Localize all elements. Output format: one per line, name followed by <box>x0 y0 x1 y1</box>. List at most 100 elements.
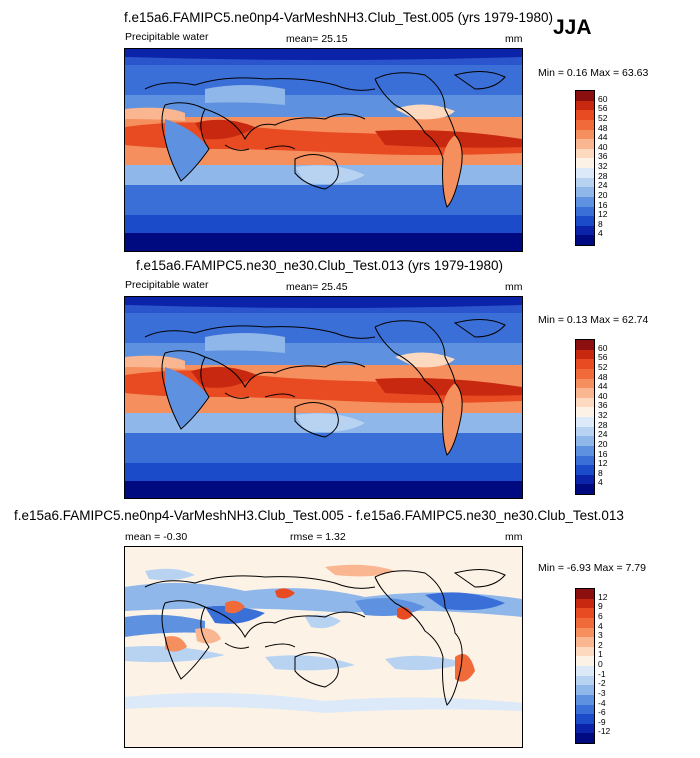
panel-1-colorbar-labels: 60 56 52 48 44 40 36 32 28 24 20 16 12 8 4 <box>598 90 628 244</box>
panel-3-rmse-label: rmse = 1.32 <box>290 531 346 543</box>
panel-3-title: f.e15a6.FAMIPC5.ne0np4-VarMeshNH3.Club_T… <box>14 508 624 523</box>
colorbar-swatch <box>576 225 594 236</box>
colorbar-tick-label: 2 <box>598 639 603 650</box>
colorbar-tick-label: 32 <box>598 410 608 420</box>
panel-3-colorbar-labels: 12 9 6 4 3 2 1 0 -1 -2 -3 -4 -6 -9 -12 <box>598 588 628 742</box>
colorbar-swatch <box>576 484 594 494</box>
colorbar-tick-label: -2 <box>598 678 606 689</box>
colorbar-tick-label: 44 <box>598 132 608 143</box>
colorbar-swatch <box>576 177 594 188</box>
colorbar-swatch <box>576 216 594 226</box>
colorbar-tick-label: 56 <box>598 103 608 114</box>
colorbar-swatch <box>576 637 594 647</box>
colorbar-tick-label: 28 <box>598 170 608 181</box>
colorbar-swatch <box>576 608 594 618</box>
colorbar-tick-label: 4 <box>598 620 603 631</box>
colorbar-swatch <box>576 349 594 360</box>
colorbar-swatch <box>576 378 594 389</box>
colorbar-swatch <box>576 187 594 197</box>
panel-3-map <box>124 546 523 748</box>
colorbar-swatch <box>576 397 594 408</box>
colorbar-swatch <box>576 426 594 437</box>
panel-1-mean-label: mean= 25.15 <box>286 33 348 45</box>
colorbar-tick-label: 0 <box>598 659 603 669</box>
colorbar-swatch <box>576 91 594 101</box>
colorbar-tick-label: 44 <box>598 381 608 392</box>
colorbar-swatch <box>576 196 594 207</box>
panel-3-minmax-label: Min = -6.93 Max = 7.79 <box>538 562 646 574</box>
colorbar-swatch <box>576 110 594 120</box>
colorbar-tick-label: 16 <box>598 199 608 210</box>
colorbar-swatch <box>576 168 594 178</box>
colorbar-swatch <box>576 100 594 111</box>
colorbar-swatch <box>576 119 594 130</box>
colorbar-swatch <box>576 158 594 168</box>
colorbar-tick-label: -6 <box>598 707 606 718</box>
colorbar-tick-label: 60 <box>598 342 608 353</box>
colorbar-tick-label: 48 <box>598 122 608 133</box>
colorbar-swatch <box>576 407 594 417</box>
colorbar-tick-label: 32 <box>598 161 608 171</box>
colorbar-swatch <box>576 598 594 609</box>
colorbar-tick-label: 9 <box>598 601 603 612</box>
panel-1-coastlines <box>144 71 506 208</box>
colorbar-tick-label: 36 <box>598 151 608 162</box>
colorbar-tick-label: 12 <box>598 209 608 220</box>
colorbar-swatch <box>576 235 594 245</box>
panel-1-minmax-label: Min = 0.16 Max = 63.63 <box>538 67 649 79</box>
colorbar-swatch <box>576 666 594 676</box>
colorbar-swatch <box>576 417 594 427</box>
colorbar-tick-label: 4 <box>598 228 603 239</box>
panel-3-coastlines <box>144 569 506 706</box>
colorbar-swatch <box>576 733 594 743</box>
panel-1-colorbar-swatches <box>576 91 594 245</box>
colorbar-tick-label: 28 <box>598 419 608 430</box>
colorbar-swatch <box>576 646 594 657</box>
colorbar-swatch <box>576 656 594 666</box>
colorbar-tick-label: 40 <box>598 141 608 152</box>
panel-2-units-label: mm <box>505 281 523 293</box>
colorbar-swatch <box>576 340 594 350</box>
colorbar-tick-label: -12 <box>598 726 611 737</box>
colorbar-tick-label: -9 <box>598 716 606 727</box>
panel-3-colorbar-swatches <box>576 589 594 743</box>
colorbar-tick-label: 48 <box>598 371 608 382</box>
panel-2-map <box>124 296 523 499</box>
season-label: JJA <box>553 16 592 39</box>
colorbar-tick-label: -1 <box>598 668 606 679</box>
colorbar-swatch <box>576 139 594 149</box>
colorbar-swatch <box>576 445 594 456</box>
panel-3-mean-label: mean = -0.30 <box>125 531 188 543</box>
colorbar-swatch <box>576 436 594 446</box>
panel-2-variable-label: Precipitable water <box>125 279 209 291</box>
colorbar-tick-label: 52 <box>598 112 608 123</box>
panel-1-field <box>125 49 522 251</box>
colorbar-tick-label: 1 <box>598 649 603 660</box>
colorbar-tick-label: -3 <box>598 687 606 698</box>
colorbar-tick-label: 3 <box>598 630 603 641</box>
colorbar-swatch <box>576 129 594 140</box>
colorbar-tick-label: 24 <box>598 429 608 440</box>
colorbar-swatch <box>576 704 594 715</box>
colorbar-tick-label: 16 <box>598 448 608 459</box>
colorbar-tick-label: 20 <box>598 189 608 200</box>
colorbar-tick-label: 52 <box>598 361 608 372</box>
panel-3-colorbar <box>575 588 595 744</box>
colorbar-tick-label: 8 <box>598 467 603 478</box>
colorbar-tick-label: 56 <box>598 352 608 363</box>
colorbar-swatch <box>576 617 594 628</box>
colorbar-swatch <box>576 685 594 695</box>
colorbar-swatch <box>576 388 594 398</box>
panel-2-minmax-label: Min = 0.13 Max = 62.74 <box>538 314 649 326</box>
colorbar-swatch <box>576 148 594 159</box>
colorbar-swatch <box>576 627 594 638</box>
panel-1-title: f.e15a6.FAMIPC5.ne0np4-VarMeshNH3.Club_T… <box>124 10 553 25</box>
colorbar-tick-label: 24 <box>598 180 608 191</box>
colorbar-swatch <box>576 694 594 705</box>
colorbar-tick-label: 12 <box>598 591 608 602</box>
panel-1-map <box>124 48 523 252</box>
panel-2-colorbar-labels: 60 56 52 48 44 40 36 32 28 24 20 16 12 8 4 <box>598 339 628 493</box>
colorbar-tick-label: -4 <box>598 697 606 708</box>
colorbar-tick-label: 6 <box>598 610 603 621</box>
colorbar-swatch <box>576 675 594 686</box>
